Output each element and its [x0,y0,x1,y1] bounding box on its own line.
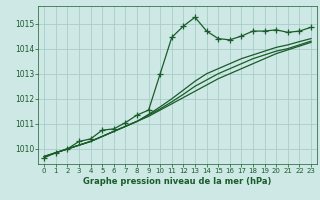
X-axis label: Graphe pression niveau de la mer (hPa): Graphe pression niveau de la mer (hPa) [84,177,272,186]
